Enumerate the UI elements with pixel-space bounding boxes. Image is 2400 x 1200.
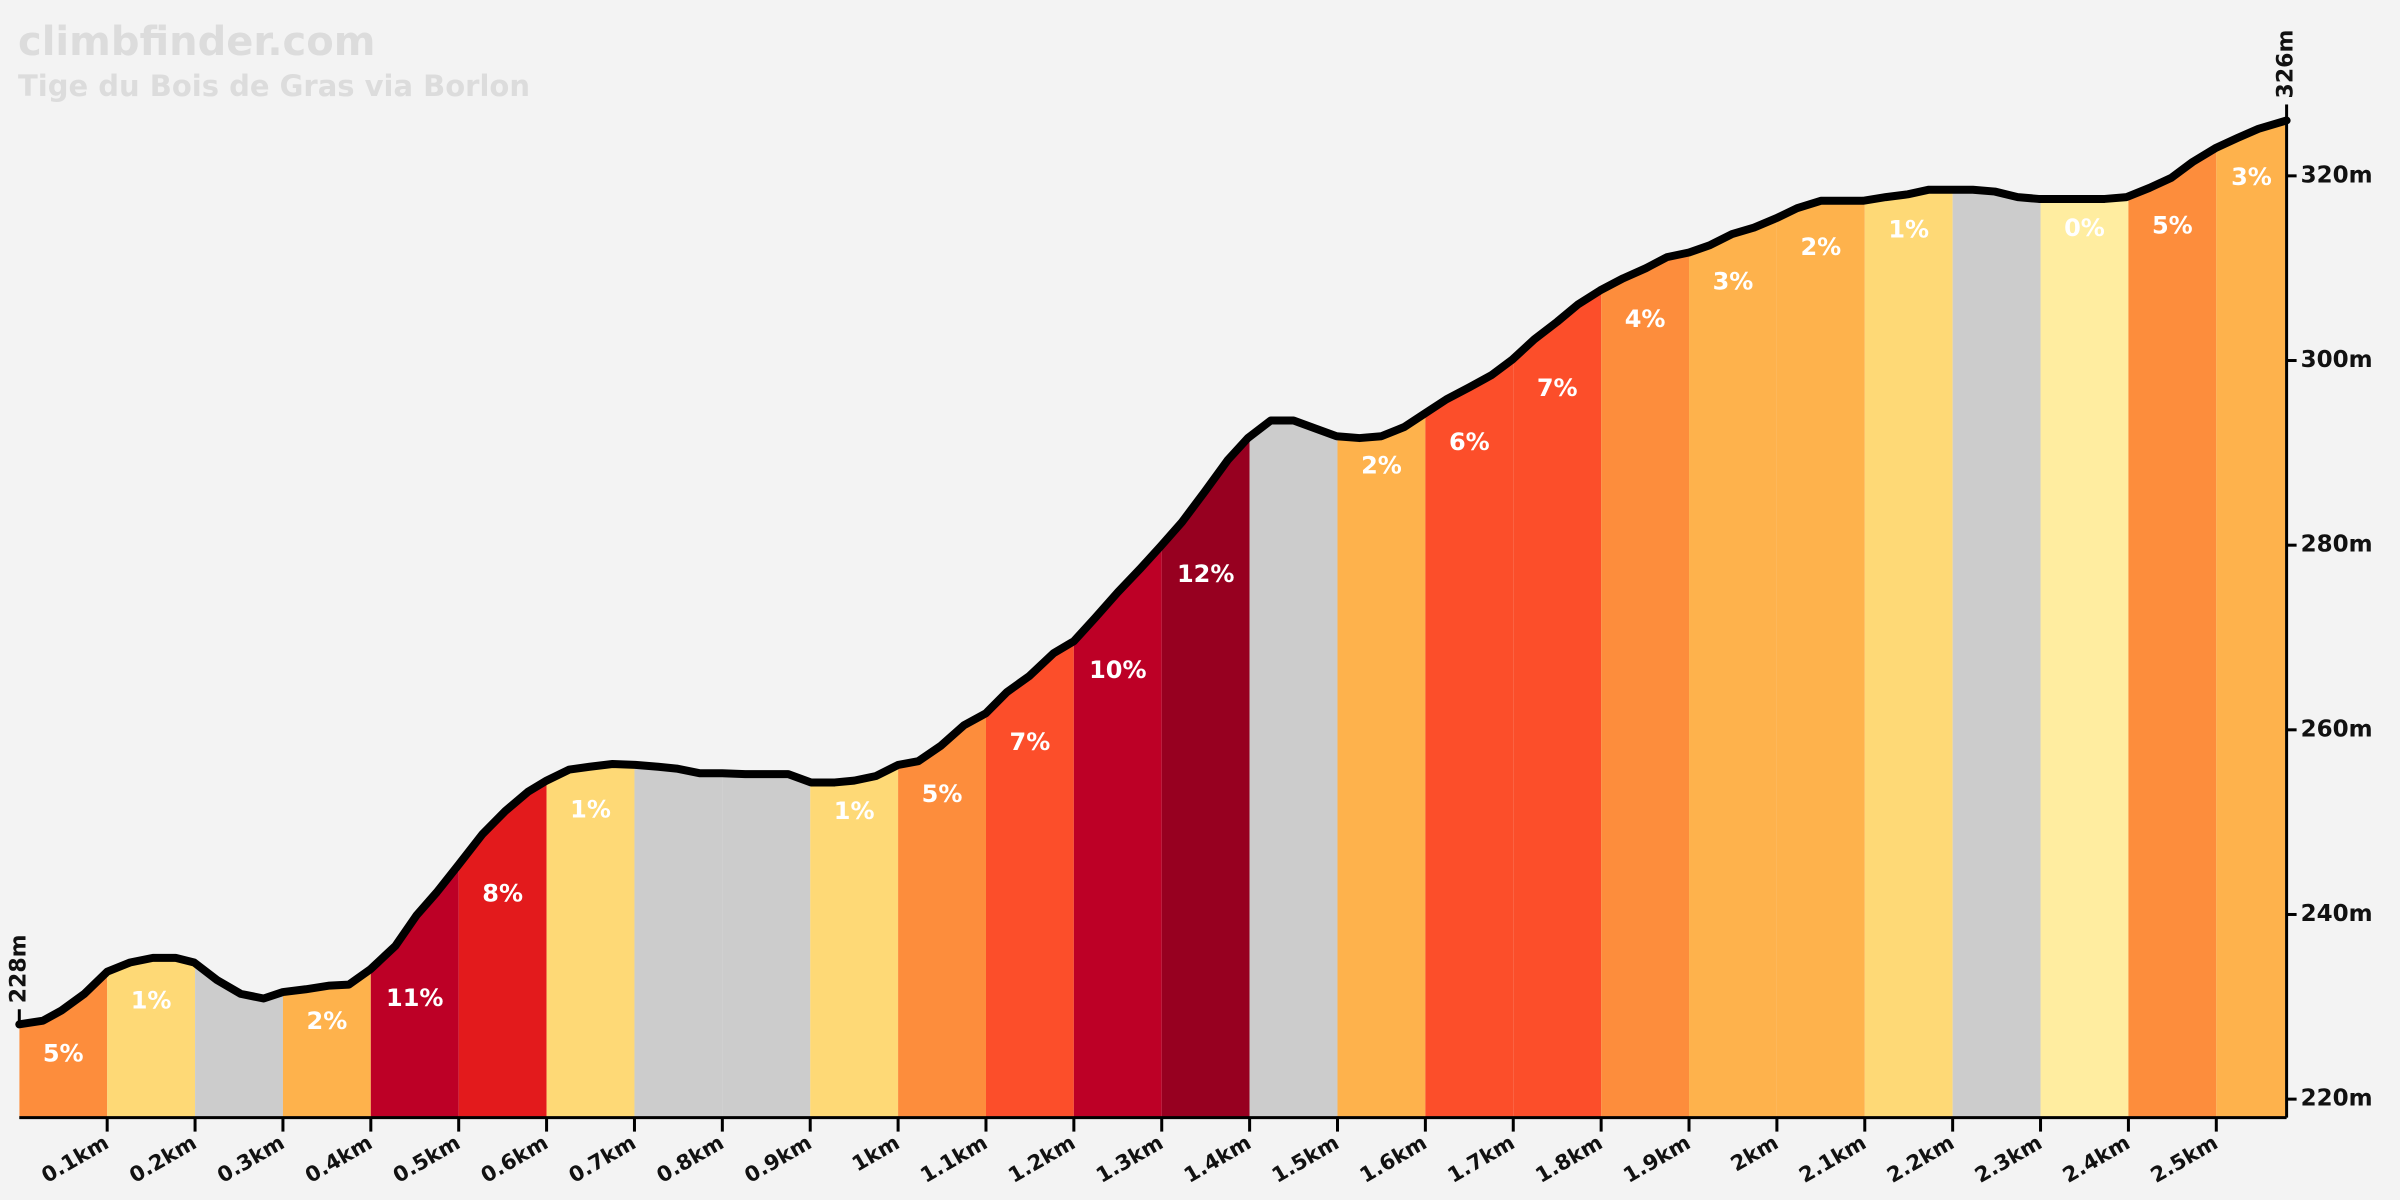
grade-label: 12%: [1177, 560, 1234, 588]
grade-segment: [1952, 120, 2041, 1118]
grade-label: 0%: [2064, 214, 2105, 242]
grade-label: 11%: [386, 984, 443, 1012]
grade-label: 1%: [834, 797, 875, 825]
y-tick-label: 300m: [2301, 347, 2373, 373]
chart-title: climbfinder.com: [18, 19, 375, 65]
y-tick-label: 260m: [2301, 716, 2373, 742]
grade-segment: [1689, 120, 1777, 1118]
y-tick-label: 280m: [2301, 532, 2373, 558]
grade-label: 7%: [1537, 374, 1578, 402]
grade-label: 10%: [1089, 656, 1146, 684]
grade-segment: [2216, 120, 2287, 1118]
grade-label: 4%: [1625, 305, 1666, 333]
grade-segment: [1776, 120, 1865, 1118]
grade-label: 2%: [307, 1007, 348, 1035]
grade-label: 5%: [43, 1039, 84, 1067]
profile-line: [15, 116, 2291, 1029]
y-tick-label: 240m: [2301, 901, 2373, 927]
grade-segment: [2040, 120, 2129, 1118]
grade-label: 6%: [1449, 428, 1490, 456]
grade-label: 8%: [482, 880, 523, 908]
grade-label: 3%: [2231, 163, 2272, 191]
grade-label: 7%: [1010, 728, 1051, 756]
y-tick-label: 320m: [2301, 162, 2373, 188]
grade-label: 2%: [1800, 233, 1841, 261]
grade-label: 5%: [922, 780, 963, 808]
grade-label: 2%: [1361, 451, 1402, 479]
grade-label: 5%: [2152, 211, 2193, 239]
start-elevation-label: 228m: [6, 934, 31, 1003]
grade-segment: [2128, 120, 2217, 1118]
y-tick-label: 220m: [2301, 1086, 2373, 1112]
grade-label: 1%: [131, 987, 172, 1015]
grade-label: 1%: [570, 796, 611, 824]
grade-label: 1%: [1888, 216, 1929, 244]
end-elevation-label: 326m: [2274, 30, 2299, 99]
grade-segment: [1864, 120, 1953, 1118]
grade-label: 3%: [1713, 267, 1754, 295]
chart-subtitle: Tige du Bois de Gras via Borlon: [18, 69, 530, 103]
